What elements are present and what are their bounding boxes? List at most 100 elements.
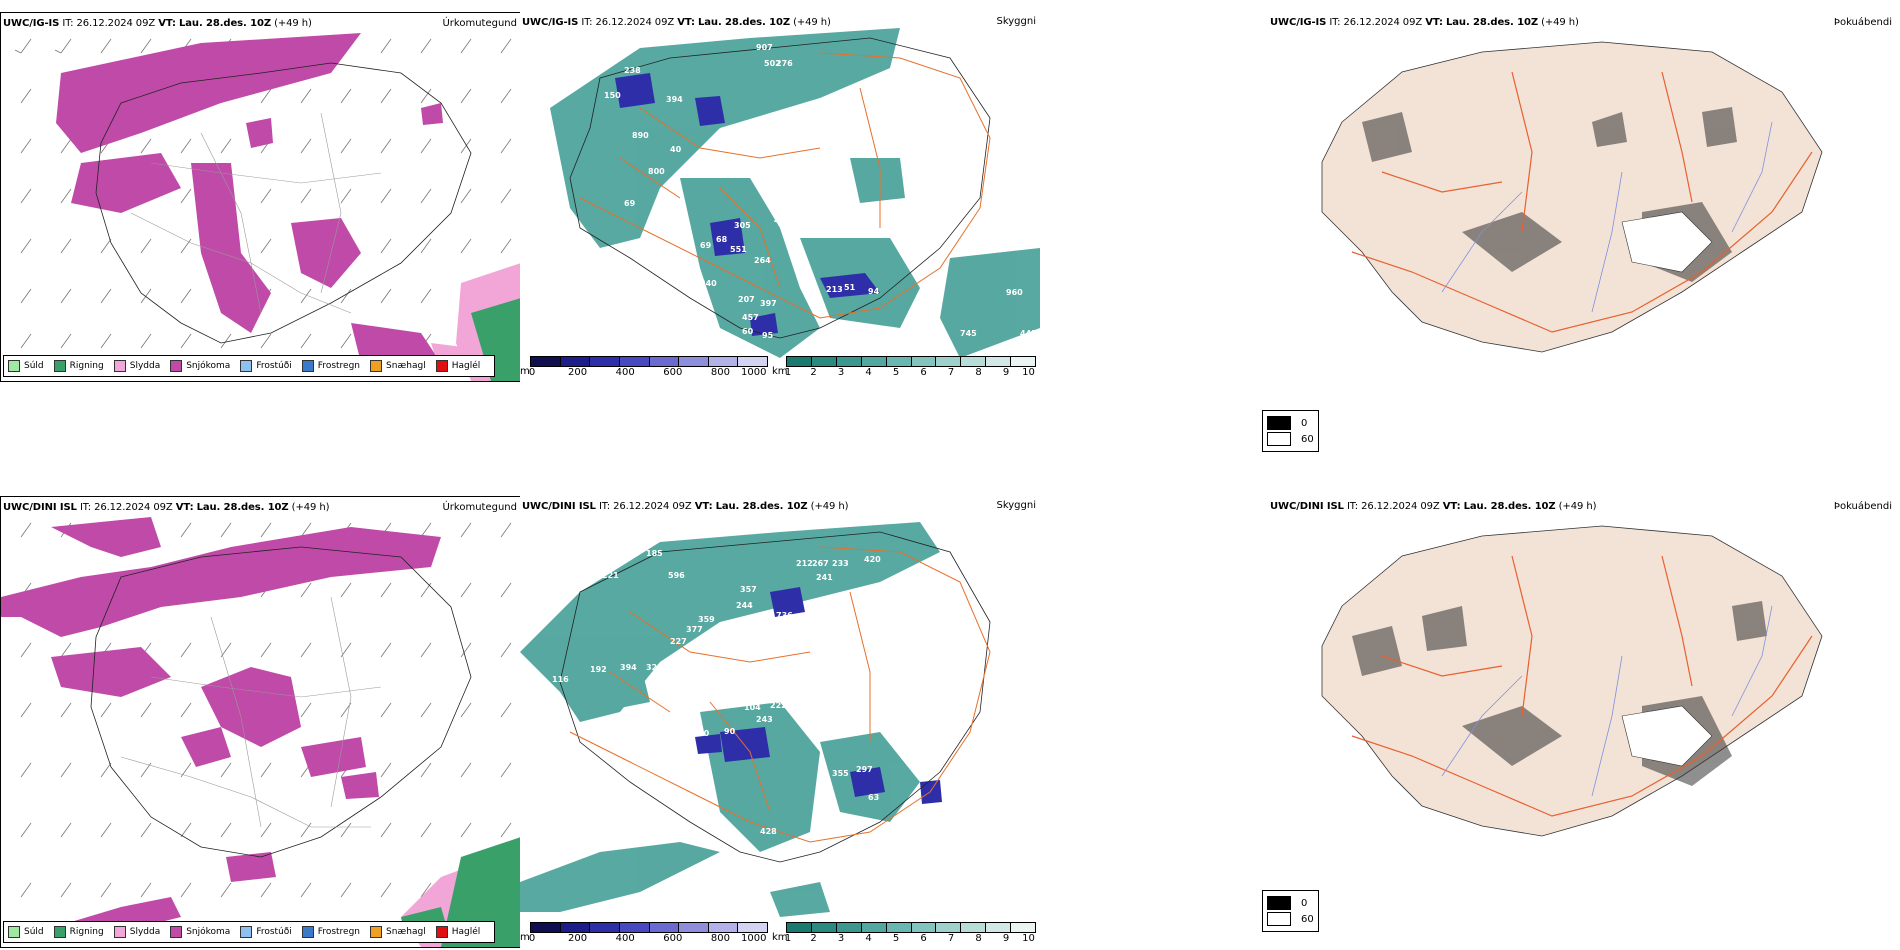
snow-areas: [1, 517, 441, 937]
cloud-label: 377: [686, 625, 703, 634]
panel-title: Þokuábendi: [1833, 17, 1892, 28]
cloud-label: 551: [730, 245, 747, 254]
legend-item: Snæhagl: [370, 360, 426, 372]
cloud-label: 264: [754, 256, 771, 265]
fog-map-bottom: [1321, 525, 1823, 837]
roads: [1351, 555, 1813, 817]
cloud-label: 68: [716, 235, 728, 244]
legend-item: Haglél: [435, 926, 480, 938]
land: [1321, 41, 1823, 353]
cloud-label: 305: [734, 221, 751, 230]
cloud-label: 233: [832, 559, 849, 568]
visibility-unit: km: [772, 932, 788, 943]
cloud-label: 276: [776, 59, 793, 68]
cloud-label: 359: [698, 615, 715, 624]
cloud-base-colorbar: 0 200 400 600 800 1000: [529, 922, 768, 945]
roads: [120, 596, 382, 828]
cloud-label: 441: [774, 216, 791, 225]
cloud-label: 151: [738, 863, 755, 872]
cloud-base-spots: [695, 587, 942, 804]
panel-title: Skyggni: [996, 500, 1036, 511]
cloud-label: 150: [604, 91, 621, 100]
visibility-panel-bottom: 302 185 362 221 596 212 267 233 420 357 …: [520, 496, 1040, 948]
precip-legend: Súld Rigning Slydda Snjókoma Frostúði Fr…: [3, 355, 496, 377]
glacier: [1621, 705, 1713, 767]
precip-panel-bottom: UWC/DINI ISL IT: 26.12.2024 09Z VT: Lau.…: [0, 496, 522, 948]
cloud-label: 890: [632, 131, 649, 140]
cloud-label: 238: [624, 66, 641, 75]
roads: [130, 112, 382, 314]
coastline: [559, 531, 991, 863]
cloud-label: 221: [602, 571, 619, 580]
rivers: [1441, 121, 1773, 313]
cloud-label: 410: [824, 605, 841, 614]
legend-item: Súld: [8, 360, 44, 372]
fog-map-top: [1321, 41, 1823, 353]
visibility-colorbar: 1 2 3 4 5 6 7 8 9 10: [785, 356, 1036, 379]
cloud-label: 325: [646, 663, 663, 672]
cloud-label: 69: [624, 199, 636, 208]
cloud-label: 397: [760, 299, 777, 308]
cloud-label: 40: [670, 145, 682, 154]
precip-map-top: [14, 33, 521, 381]
cloud-label: 213: [826, 285, 843, 294]
fog-panel-top: UWC/IG-IS IT: 26.12.2024 09Z VT: Lau. 28…: [1262, 12, 1900, 382]
cloud-label: 302: [620, 543, 637, 552]
cloud-label: 741: [796, 685, 813, 694]
legend-item: Súld: [8, 926, 44, 938]
cloud-label: 394: [666, 95, 683, 104]
cloud-base-colorbar: 0 200 400 600 800 1000: [529, 356, 768, 379]
cloud-label: 69: [700, 241, 712, 250]
cloud-label: 172: [920, 865, 937, 874]
header-bottom-fog: UWC/DINI ISL IT: 26.12.2024 09Z VT: Lau.…: [1270, 501, 1597, 512]
cloud-base-spots: [615, 73, 880, 336]
visibility-panel-top: 907 502 276 238 150 394 890 40 800 69 30…: [520, 12, 1040, 382]
cloud-label: 60: [742, 327, 754, 336]
legend-item: Snjókoma: [170, 360, 230, 372]
cloud-label: 85: [838, 711, 850, 720]
precip-map-bottom: [1, 517, 521, 947]
legend-item: Snjókoma: [170, 926, 230, 938]
coastline: [90, 546, 472, 858]
visibility-unit: km: [772, 366, 788, 377]
cloud-label: 104: [744, 703, 761, 712]
cloud-base-labels: 907 502 276 238 150 394 890 40 800 69 30…: [604, 43, 1037, 340]
cloud-unit: m: [520, 366, 530, 377]
cloud-label: 51: [844, 283, 856, 292]
precip-panel-top: UWC/IG-IS IT: 26.12.2024 09Z VT: Lau. 28…: [0, 12, 522, 382]
cloud-label: 162: [820, 701, 837, 710]
legend-item: Rigning: [53, 360, 104, 372]
cloud-label: 428: [760, 827, 777, 836]
legend-item: Rigning: [53, 926, 104, 938]
visibility-map-top: 907 502 276 238 150 394 890 40 800 69 30…: [550, 28, 1040, 358]
header-top-visibility: UWC/IG-IS IT: 26.12.2024 09Z VT: Lau. 28…: [522, 17, 831, 28]
cloud-label: 394: [620, 663, 637, 672]
cloud-label: 227: [670, 637, 687, 646]
header-top-precip: UWC/IG-IS IT: 26.12.2024 09Z VT: Lau. 28…: [3, 18, 312, 29]
cloud-label: 362: [600, 559, 617, 568]
cloud-label: 297: [856, 765, 873, 774]
cloud-label: 340: [700, 279, 717, 288]
cloud-label: 241: [816, 573, 833, 582]
cloud-label: 212: [796, 559, 813, 568]
cloud-label: 502: [764, 59, 781, 68]
cloud-label: 116: [552, 675, 569, 684]
glacier: [1621, 211, 1713, 273]
header-top-fog: UWC/IG-IS IT: 26.12.2024 09Z VT: Lau. 28…: [1270, 17, 1579, 28]
cloud-label: 170: [834, 227, 851, 236]
cloud-label: 745: [960, 329, 977, 338]
panel-title: Úrkomutegund: [442, 502, 517, 513]
cloud-label: 94: [868, 287, 880, 296]
cloud-label: 441: [1020, 329, 1037, 338]
cloud-label: 140: [1000, 883, 1017, 892]
cloud-label: 355: [832, 769, 849, 778]
cloud-label: 114: [716, 859, 733, 868]
cloud-label: 244: [736, 601, 753, 610]
header-bottom-precip: UWC/DINI ISL IT: 26.12.2024 09Z VT: Lau.…: [3, 502, 330, 513]
cloud-label: 185: [646, 549, 663, 558]
cloud-label: 371: [976, 809, 993, 818]
cloud-base-labels: 302 185 362 221 596 212 267 233 420 357 …: [552, 543, 1017, 892]
cloud-label: 800: [648, 167, 665, 176]
cloud-label: 457: [742, 313, 759, 322]
roads: [579, 52, 991, 319]
